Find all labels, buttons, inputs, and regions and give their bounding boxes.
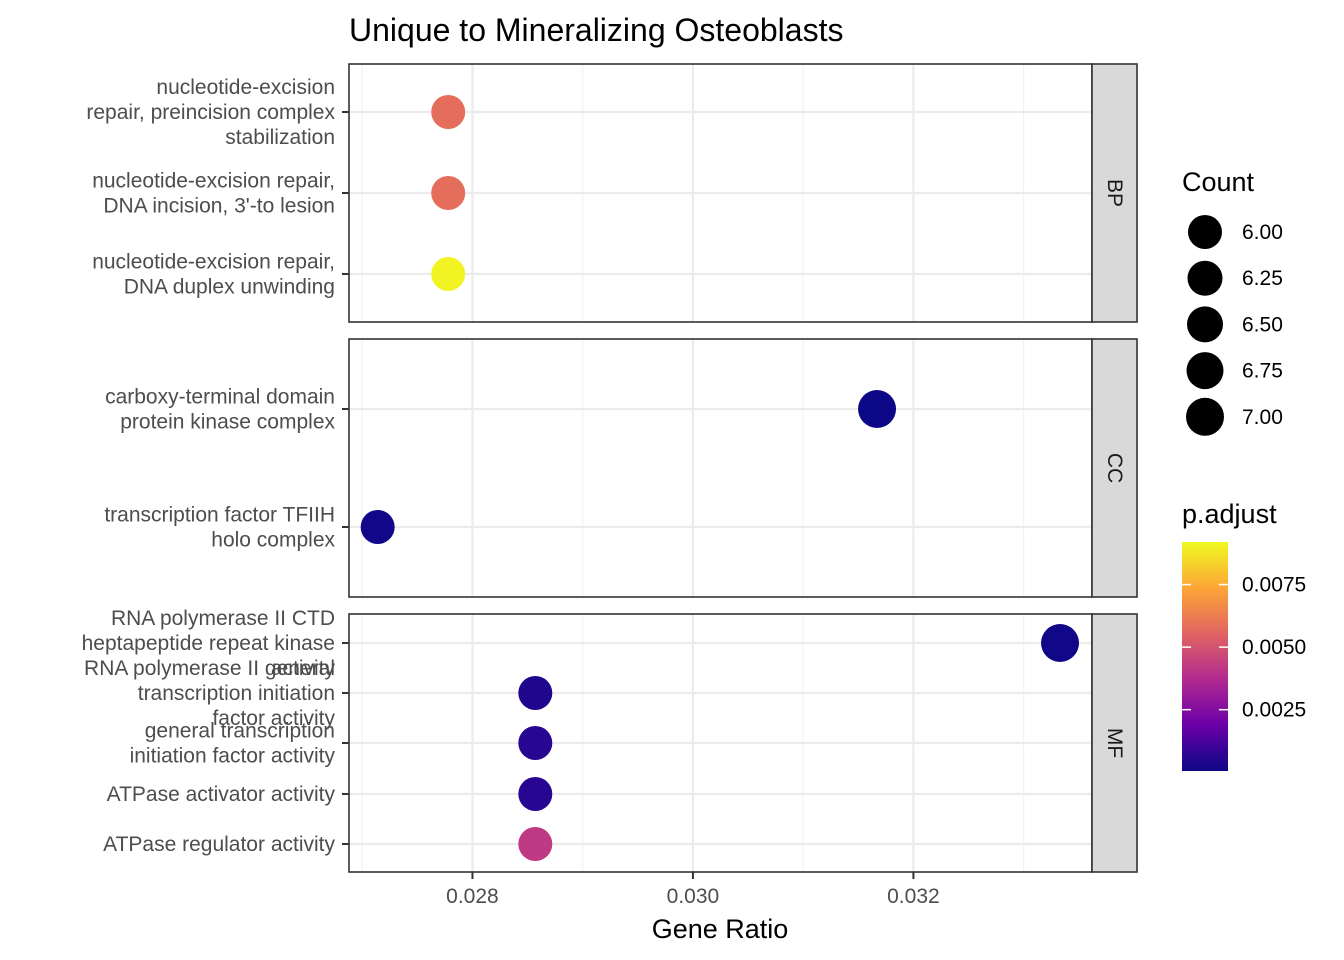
y-tick-label-line: RNA polymerase II CTD: [111, 607, 335, 630]
y-tick-label-line: holo complex: [211, 529, 335, 552]
count-legend-label: 7.00: [1242, 406, 1283, 429]
x-tick-label: 0.032: [887, 885, 940, 908]
y-tick-label-line: protein kinase complex: [120, 411, 335, 434]
panel-background: [349, 339, 1092, 597]
y-tick-label: ATPase activator activity: [107, 783, 336, 806]
data-point: [518, 726, 553, 760]
p-adjust-legend-label: 0.0025: [1242, 699, 1306, 722]
y-tick-label-line: ATPase activator activity: [107, 783, 336, 806]
data-point: [518, 777, 553, 811]
count-legend-label: 6.75: [1242, 360, 1283, 383]
count-legend: Count 6.00 6.25 6.50 6.75 7.00: [1182, 167, 1283, 436]
y-tick-label-line: RNA polymerase II general: [84, 657, 335, 680]
x-tick-label: 0.028: [446, 885, 499, 908]
y-tick-label-line: initiation factor activity: [130, 745, 336, 768]
y-tick-label-line: ATPase regulator activity: [103, 833, 335, 856]
x-tick-label: 0.030: [667, 885, 720, 908]
p-adjust-legend-label: 0.0075: [1242, 574, 1306, 597]
count-legend-label: 6.00: [1242, 221, 1283, 244]
facet-strip-label: CC: [1103, 453, 1126, 483]
facet-strip: [1091, 613, 1138, 873]
data-point: [431, 257, 466, 291]
x-axis-label: Gene Ratio: [652, 914, 789, 944]
count-legend-label: 6.25: [1242, 267, 1283, 290]
y-tick-label: nucleotide-excision repair,DNA incision,…: [92, 170, 335, 218]
data-point: [1041, 624, 1080, 662]
count-legend-label: 6.50: [1242, 313, 1283, 336]
color-bar: [1182, 542, 1228, 771]
data-point: [518, 827, 553, 861]
count-legend-key: [1186, 352, 1224, 390]
y-tick-label-line: stabilization: [225, 126, 335, 149]
y-tick-label-line: nucleotide-excision: [156, 76, 335, 99]
count-legend-key: [1187, 260, 1223, 296]
count-legend-key: [1187, 306, 1223, 343]
facet-strip: [1091, 338, 1138, 598]
data-point: [858, 390, 897, 428]
y-tick-label-line: transcription factor TFIIH: [104, 504, 335, 527]
data-point: [518, 676, 553, 710]
count-legend-title: Count: [1182, 167, 1255, 197]
p-adjust-legend: p.adjust 0.0025 0.0050 0.0075: [1182, 499, 1306, 771]
y-tick-label-line: nucleotide-excision repair,: [92, 170, 335, 193]
y-tick-label-line: DNA incision, 3'-to lesion: [103, 195, 335, 218]
y-tick-label-line: carboxy-terminal domain: [105, 386, 335, 409]
data-point: [431, 95, 466, 129]
facet-strip-label: MF: [1103, 728, 1126, 758]
chart-title: Unique to Mineralizing Osteoblasts: [349, 12, 843, 48]
y-tick-label: ATPase regulator activity: [103, 833, 335, 856]
x-axis: 0.028 0.030 0.032: [446, 872, 940, 908]
y-tick-label-line: activity: [271, 657, 336, 680]
y-tick-label-line: general transcription: [145, 720, 335, 743]
y-tick-label-line: heptapeptide repeat kinase: [82, 632, 335, 655]
y-tick-label-line: DNA duplex unwinding: [124, 276, 335, 299]
facet-strip-label: BP: [1103, 179, 1126, 207]
y-tick-label: nucleotide-excision repair,DNA duplex un…: [92, 251, 335, 299]
facet-strip: [1091, 63, 1138, 323]
y-tick-label-line: repair, preincision complex: [86, 101, 335, 124]
data-point: [431, 176, 466, 210]
y-tick-label-line: factor activity: [212, 707, 335, 730]
y-tick-label-line: transcription initiation: [138, 682, 335, 705]
count-legend-key: [1188, 215, 1222, 249]
p-adjust-legend-title: p.adjust: [1182, 499, 1277, 529]
data-point: [360, 510, 395, 544]
p-adjust-legend-label: 0.0050: [1242, 636, 1306, 659]
count-legend-key: [1186, 397, 1224, 436]
y-tick-label-line: nucleotide-excision repair,: [92, 251, 335, 274]
